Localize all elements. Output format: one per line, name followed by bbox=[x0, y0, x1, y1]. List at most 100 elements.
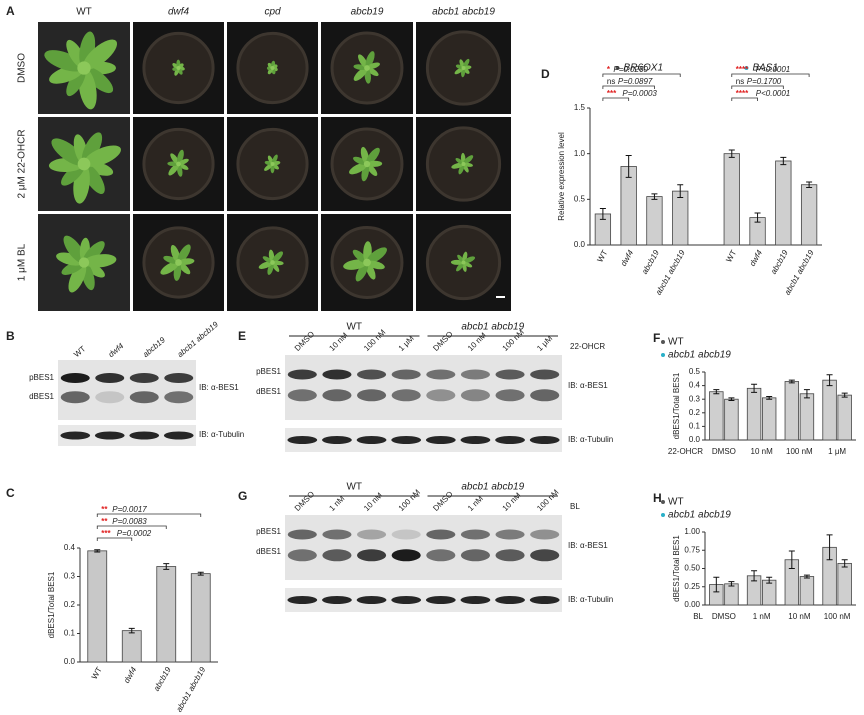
leaf bbox=[343, 259, 368, 270]
leaf bbox=[272, 251, 283, 263]
bar bbox=[761, 397, 777, 441]
leaf-center bbox=[176, 66, 181, 70]
panel-label: H bbox=[653, 491, 662, 505]
leaf-center bbox=[77, 157, 91, 171]
x-tick-label: 10 nM bbox=[788, 612, 811, 621]
error-bar bbox=[728, 149, 735, 158]
leaf bbox=[177, 244, 191, 263]
x-tick-label: 100 nM bbox=[786, 447, 813, 456]
p-value: P=0.1700 bbox=[747, 77, 782, 86]
leaf bbox=[462, 58, 470, 69]
significance-bracket bbox=[602, 85, 655, 89]
blot bbox=[58, 425, 196, 446]
error-bar bbox=[163, 563, 170, 570]
leaf bbox=[264, 163, 273, 171]
x-tick-label: DMSO bbox=[712, 447, 736, 456]
panel-label: D bbox=[541, 67, 550, 81]
error-bar bbox=[826, 374, 833, 387]
significance-bracket bbox=[96, 513, 202, 517]
band bbox=[495, 389, 525, 402]
bar bbox=[775, 160, 792, 246]
band bbox=[460, 549, 490, 562]
leaf-center bbox=[461, 260, 466, 265]
p-value: P=0.0083 bbox=[112, 517, 147, 526]
band bbox=[356, 436, 387, 444]
band bbox=[357, 549, 387, 562]
x-axis-label: 22-OHCR bbox=[668, 447, 703, 456]
error-bar bbox=[766, 576, 773, 584]
bar bbox=[620, 166, 637, 246]
leaf bbox=[463, 155, 474, 165]
leaf-center bbox=[461, 162, 466, 166]
x-tick-label: 1 nM bbox=[753, 612, 771, 621]
band bbox=[60, 373, 90, 383]
error-bar bbox=[677, 184, 684, 199]
column-label: abcb19 bbox=[351, 7, 384, 18]
band bbox=[460, 529, 490, 540]
y-tick-label: 0.50 bbox=[684, 564, 700, 573]
legend-label: abcb1 abcb19 bbox=[668, 510, 731, 521]
x-tick-label: WT bbox=[724, 248, 738, 263]
leaf bbox=[68, 262, 87, 293]
band bbox=[426, 529, 456, 540]
error-bar bbox=[651, 193, 658, 200]
bar bbox=[799, 393, 815, 441]
bar bbox=[837, 394, 852, 441]
x-tick-label: abcb1 abcb19 bbox=[174, 665, 207, 714]
leaf bbox=[170, 153, 180, 165]
band bbox=[529, 436, 560, 444]
legend-label: WT bbox=[668, 497, 684, 508]
row-label: 2 μM 22-OHCR bbox=[17, 129, 28, 198]
bar bbox=[121, 630, 142, 663]
band bbox=[425, 436, 456, 444]
band bbox=[287, 529, 317, 540]
y-tick-label: 0.00 bbox=[684, 600, 700, 609]
legend-label: abcb1 abcb19 bbox=[668, 350, 731, 361]
band bbox=[460, 389, 490, 402]
x-tick-label: dwf4 bbox=[619, 248, 636, 268]
column-label: cpd bbox=[264, 7, 281, 18]
band-label: pBES1 bbox=[256, 367, 281, 376]
band bbox=[460, 436, 491, 444]
y-tick-label: 0.2 bbox=[64, 600, 76, 609]
panel-label: E bbox=[238, 329, 246, 343]
error-bar bbox=[728, 397, 735, 402]
band bbox=[60, 431, 91, 440]
legend-marker bbox=[661, 340, 665, 344]
x-axis-label: BL bbox=[693, 612, 703, 621]
lane-label: 1 nM bbox=[466, 494, 485, 513]
band bbox=[95, 391, 125, 404]
significance-bracket bbox=[731, 97, 758, 101]
lane-label: abcb19 bbox=[141, 335, 167, 359]
p-value: P=0.0002 bbox=[117, 529, 152, 538]
x-tick-label: WT bbox=[595, 248, 609, 263]
lane-label: 10 nM bbox=[362, 491, 384, 513]
p-value: P<0.0001 bbox=[756, 89, 790, 98]
leaf bbox=[44, 50, 85, 72]
leaf bbox=[366, 67, 379, 77]
y-tick-label: 0.1 bbox=[689, 422, 701, 431]
lane-label: DMSO bbox=[293, 490, 316, 513]
leaf bbox=[455, 158, 464, 165]
lane-label: 1 μM bbox=[535, 334, 554, 353]
bar bbox=[837, 562, 852, 606]
band bbox=[287, 549, 317, 562]
leaf bbox=[366, 247, 387, 264]
band bbox=[529, 596, 560, 604]
band bbox=[322, 389, 352, 402]
error-bar bbox=[599, 207, 606, 220]
leaf bbox=[258, 261, 273, 269]
significance-stars: ** bbox=[101, 517, 108, 526]
leaf bbox=[451, 162, 464, 169]
leaf bbox=[366, 163, 378, 176]
x-tick-label: dwf4 bbox=[748, 248, 765, 268]
leaf bbox=[353, 67, 368, 81]
y-tick-label: 0.2 bbox=[689, 408, 701, 417]
band bbox=[287, 369, 317, 380]
leaf bbox=[178, 163, 189, 170]
band bbox=[164, 373, 194, 383]
legend-marker bbox=[744, 66, 749, 70]
error-bar bbox=[128, 627, 135, 634]
y-axis-label: Relative expression level bbox=[557, 132, 566, 221]
y-tick-label: 0.4 bbox=[689, 381, 701, 390]
